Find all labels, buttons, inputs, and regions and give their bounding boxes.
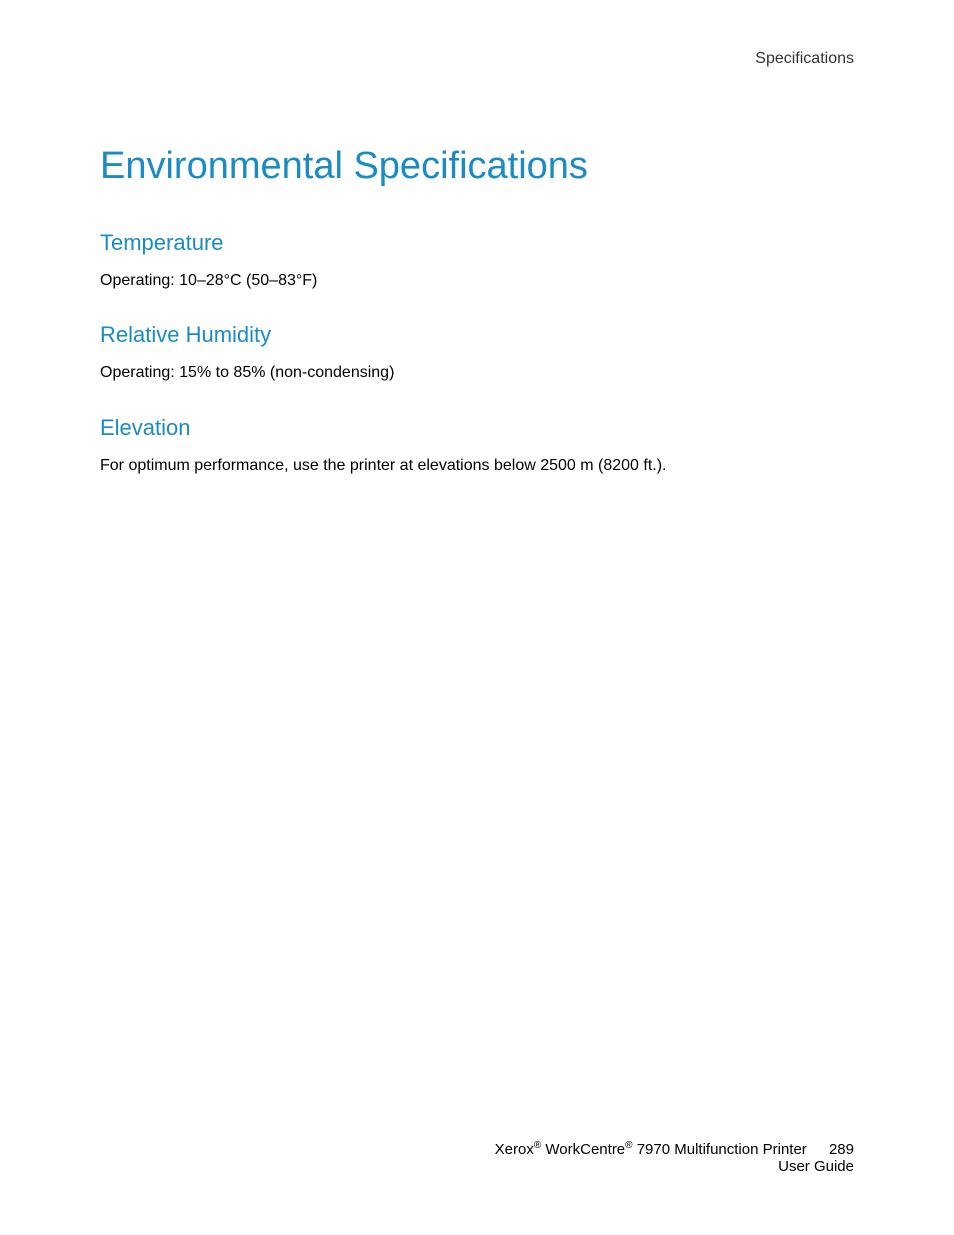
page-title: Environmental Specifications [100, 145, 854, 188]
document-page: Specifications Environmental Specificati… [0, 0, 954, 1235]
footer-line-2: User Guide [495, 1158, 854, 1175]
section-temperature: Temperature Operating: 10–28°C (50–83°F) [100, 230, 854, 292]
section-humidity: Relative Humidity Operating: 15% to 85% … [100, 322, 854, 384]
section-heading: Temperature [100, 230, 854, 256]
section-body: Operating: 15% to 85% (non-condensing) [100, 362, 854, 384]
section-body: For optimum performance, use the printer… [100, 455, 854, 477]
footer-line-1: Xerox® WorkCentre® 7970 Multifunction Pr… [495, 1140, 854, 1158]
header-section-label: Specifications [755, 50, 854, 68]
footer-brand2: WorkCentre [545, 1141, 625, 1158]
registered-icon: ® [625, 1140, 632, 1151]
section-heading: Relative Humidity [100, 322, 854, 348]
section-body: Operating: 10–28°C (50–83°F) [100, 270, 854, 292]
page-footer: Xerox® WorkCentre® 7970 Multifunction Pr… [495, 1140, 854, 1175]
section-heading: Elevation [100, 415, 854, 441]
section-elevation: Elevation For optimum performance, use t… [100, 415, 854, 477]
footer-product: 7970 Multifunction Printer [633, 1141, 807, 1158]
registered-icon: ® [534, 1140, 541, 1151]
page-number: 289 [829, 1141, 854, 1158]
footer-brand1: Xerox [495, 1141, 534, 1158]
